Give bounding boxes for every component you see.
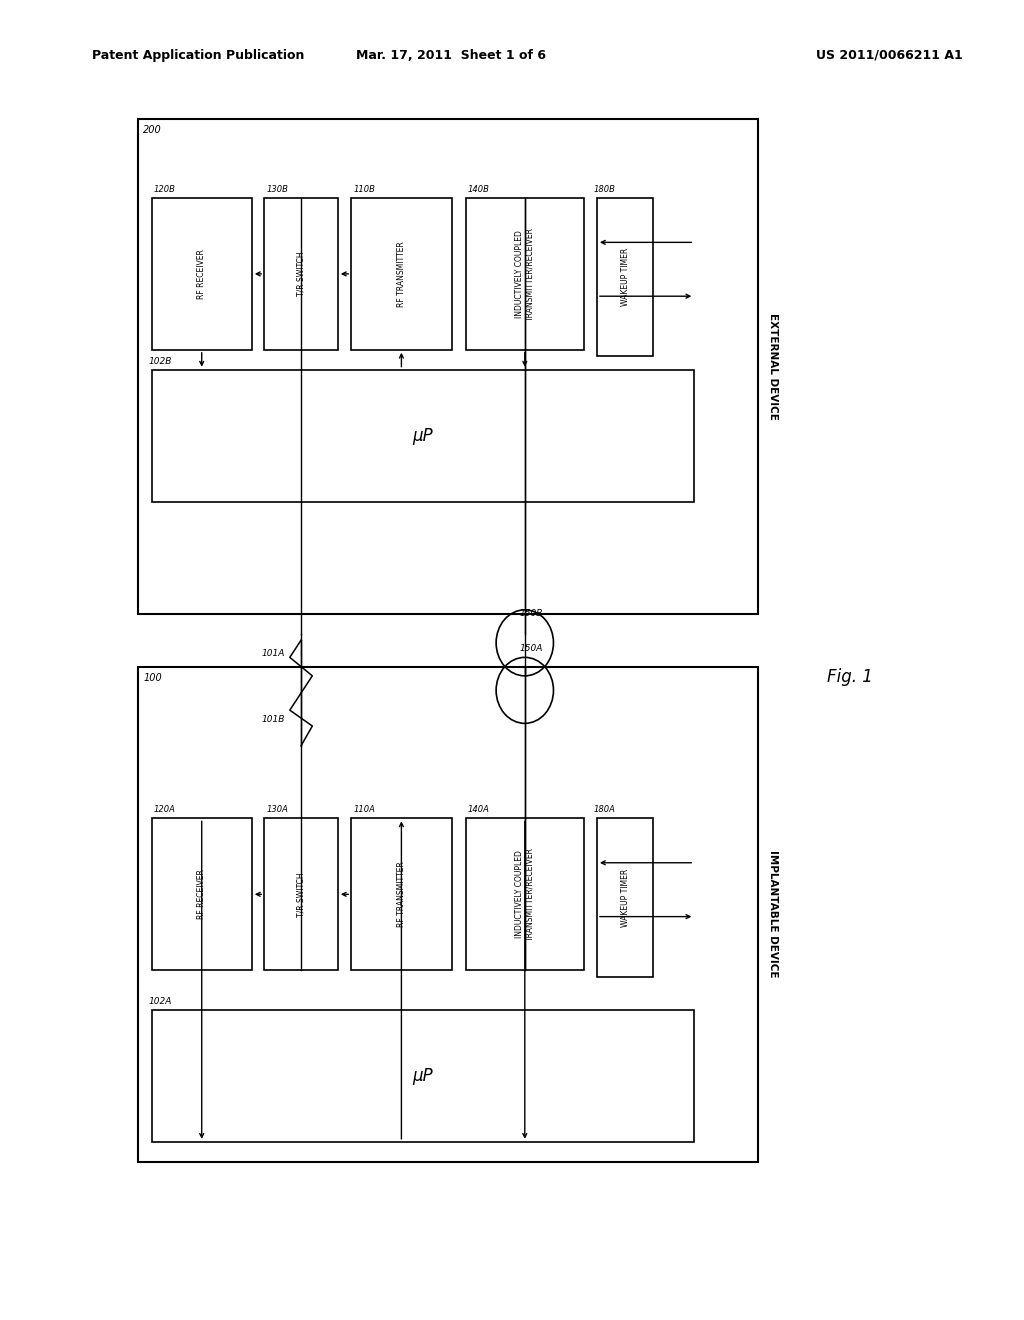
Text: 130A: 130A [266,805,288,814]
Text: 102B: 102B [148,356,172,366]
Text: 200: 200 [143,125,162,136]
Text: 110B: 110B [353,185,375,194]
FancyBboxPatch shape [466,818,584,970]
Text: 110A: 110A [353,805,375,814]
FancyBboxPatch shape [597,198,653,356]
Text: 180A: 180A [594,805,615,814]
Text: EXTERNAL DEVICE: EXTERNAL DEVICE [768,313,778,420]
Text: 101A: 101A [261,649,285,657]
Text: 140B: 140B [468,185,489,194]
Text: 180B: 180B [594,185,615,194]
Text: Patent Application Publication: Patent Application Publication [92,49,304,62]
Text: 150A: 150A [520,644,543,653]
Text: WAKEUP TIMER: WAKEUP TIMER [621,248,630,306]
Text: Fig. 1: Fig. 1 [827,668,872,686]
FancyBboxPatch shape [152,370,694,502]
Text: Mar. 17, 2011  Sheet 1 of 6: Mar. 17, 2011 Sheet 1 of 6 [355,49,546,62]
Text: 120B: 120B [154,185,175,194]
FancyBboxPatch shape [152,818,252,970]
Text: INDUCTIVELY COUPLED
TRANSMITTER/RECEIVER: INDUCTIVELY COUPLED TRANSMITTER/RECEIVER [515,847,535,941]
Text: 101B: 101B [261,715,285,723]
FancyBboxPatch shape [264,198,338,350]
Text: 102A: 102A [148,997,172,1006]
FancyBboxPatch shape [138,119,758,614]
Text: WAKEUP TIMER: WAKEUP TIMER [621,869,630,927]
Text: 130B: 130B [266,185,288,194]
FancyBboxPatch shape [466,198,584,350]
Text: IMPLANTABLE DEVICE: IMPLANTABLE DEVICE [768,850,778,978]
Text: RF TRANSMITTER: RF TRANSMITTER [397,242,406,306]
Text: RF TRANSMITTER: RF TRANSMITTER [397,862,406,927]
FancyBboxPatch shape [152,198,252,350]
FancyBboxPatch shape [138,667,758,1162]
Text: INDUCTIVELY COUPLED
TRANSMITTER/RECEIVER: INDUCTIVELY COUPLED TRANSMITTER/RECEIVER [515,227,535,321]
Text: μP: μP [413,1067,433,1085]
Text: 140A: 140A [468,805,489,814]
Text: RF RECEIVER: RF RECEIVER [198,249,206,298]
Text: 150B: 150B [520,609,543,618]
Text: 100: 100 [143,673,162,684]
FancyBboxPatch shape [351,818,452,970]
FancyBboxPatch shape [152,1010,694,1142]
Text: US 2011/0066211 A1: US 2011/0066211 A1 [816,49,963,62]
Text: T/R SWITCH: T/R SWITCH [297,252,305,296]
FancyBboxPatch shape [597,818,653,977]
Text: μP: μP [413,426,433,445]
Text: 120A: 120A [154,805,175,814]
FancyBboxPatch shape [264,818,338,970]
Text: RF RECEIVER: RF RECEIVER [198,870,206,919]
FancyBboxPatch shape [351,198,452,350]
Text: T/R SWITCH: T/R SWITCH [297,873,305,916]
